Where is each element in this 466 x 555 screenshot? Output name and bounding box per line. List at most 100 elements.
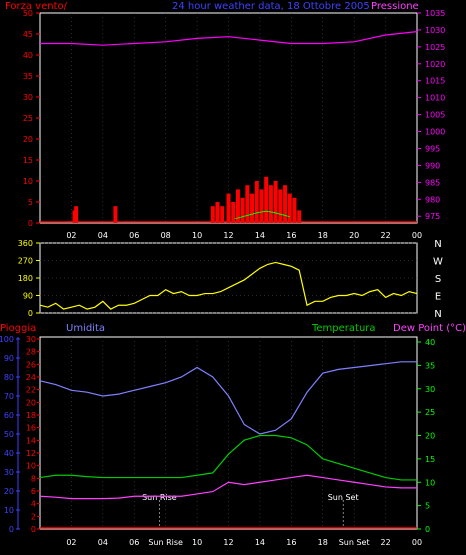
temp-tick-label: 15 xyxy=(425,455,435,464)
temperature-line xyxy=(39,434,417,481)
wind-bar xyxy=(283,185,288,223)
temp-tick-label: 20 xyxy=(425,432,435,441)
rain-tick-label: 18 xyxy=(26,411,36,420)
wind-bar xyxy=(292,197,297,223)
pressure-tick-label: 990 xyxy=(425,161,440,170)
pressure-tick-label: 1015 xyxy=(425,77,445,86)
wind-tick-label: 30 xyxy=(23,93,33,102)
pressure-tick-label: 1005 xyxy=(425,111,445,120)
wind-bar xyxy=(226,193,231,223)
dewpoint-line xyxy=(39,474,417,500)
wind-bar xyxy=(210,206,215,223)
temp-tick-label: 35 xyxy=(425,361,435,370)
rain-tick-label: 24 xyxy=(26,373,36,382)
compass-label: N xyxy=(434,239,441,250)
temp-tick-label: 25 xyxy=(425,408,435,417)
wind-tick-label: 0 xyxy=(28,219,33,228)
sun-annotation: Sun Rise xyxy=(142,493,177,502)
rain-tick-label: 12 xyxy=(26,449,36,458)
panel3-x-tick-label: 12 xyxy=(223,538,233,547)
pressure-tick-label: 1025 xyxy=(425,43,445,52)
panel3-x-tick-label: 02 xyxy=(66,538,76,547)
humidity-tick-label: 50 xyxy=(4,430,14,439)
temp-tick-label: 0 xyxy=(425,525,430,534)
humidity-tick-label: 60 xyxy=(4,411,14,420)
rain-tick-label: 22 xyxy=(26,386,36,395)
rain-tick-label: 28 xyxy=(26,348,36,357)
panel3-x-tick-label: 10 xyxy=(192,538,202,547)
rain-tick-label: 2 xyxy=(31,512,36,521)
panel1-x-tick-label: 16 xyxy=(286,231,296,240)
wind-bar xyxy=(215,202,220,223)
panel3-x-tick-label: Sun Rise xyxy=(148,538,183,547)
humidity-line xyxy=(39,361,417,435)
wind-bar xyxy=(113,206,118,223)
panel1-x-tick-label: 00 xyxy=(412,231,422,240)
pressure-tick-label: 995 xyxy=(425,144,440,153)
wind-tick-label: 10 xyxy=(23,177,33,186)
panel1-x-tick-label: 04 xyxy=(98,231,108,240)
compass-label: W xyxy=(433,257,443,268)
humidity-tick-label: 30 xyxy=(4,468,14,477)
dewpoint-axis-title: Dew Point (°C) xyxy=(393,323,466,334)
humidity-tick-label: 80 xyxy=(4,373,14,382)
pressure-tick-label: 985 xyxy=(425,178,440,187)
temp-tick-label: 30 xyxy=(425,385,435,394)
wind-tick-label: 5 xyxy=(28,198,33,207)
pressure-tick-label: 1020 xyxy=(425,60,445,69)
direction-tick-label: 270 xyxy=(18,257,33,266)
panel3-x-tick-label: 22 xyxy=(380,538,390,547)
panel1-x-tick-label: 02 xyxy=(66,231,76,240)
rain-tick-label: 0 xyxy=(31,525,36,534)
humidity-axis-title: Umidita xyxy=(66,323,105,334)
panel3-x-tick-label: 14 xyxy=(255,538,265,547)
compass-label: N xyxy=(434,309,441,320)
humidity-tick-label: 10 xyxy=(4,506,14,515)
wind-bar xyxy=(264,176,269,223)
rain-tick-label: 30 xyxy=(26,335,36,344)
wind-bar xyxy=(268,185,273,223)
direction-tick-label: 180 xyxy=(18,274,33,283)
rain-tick-label: 8 xyxy=(31,474,36,483)
temp-tick-label: 5 xyxy=(425,502,430,511)
panel1-x-tick-label: 22 xyxy=(380,231,390,240)
panel1-x-tick-label: 18 xyxy=(318,231,328,240)
humidity-tick-label: 70 xyxy=(4,392,14,401)
wind-bar xyxy=(278,189,283,223)
panel1-x-tick-label: 08 xyxy=(161,231,171,240)
wind-bar xyxy=(254,181,259,223)
wind-tick-label: 35 xyxy=(23,72,33,81)
wind-tick-label: 40 xyxy=(23,51,33,60)
humidity-tick-label: 20 xyxy=(4,487,14,496)
panel3-x-tick-label: Sun Set xyxy=(339,538,370,547)
compass-label: S xyxy=(435,274,441,285)
pressure-line xyxy=(40,31,418,46)
panel3-x-tick-label: 04 xyxy=(98,538,108,547)
panel3-x-tick-label: 16 xyxy=(286,538,296,547)
wind-bar xyxy=(245,185,250,223)
panel1-x-tick-label: 06 xyxy=(129,231,139,240)
direction-line xyxy=(39,261,418,310)
wind-tick-label: 15 xyxy=(23,156,33,165)
humidity-tick-label: 100 xyxy=(0,335,14,344)
rain-tick-label: 16 xyxy=(26,424,36,433)
panel1-x-tick-label: 12 xyxy=(223,231,233,240)
rain-tick-label: 4 xyxy=(31,500,36,509)
panel3-x-tick-label: 00 xyxy=(412,538,422,547)
temp-tick-label: 10 xyxy=(425,478,435,487)
pressure-axis-title: Pressione xyxy=(371,1,419,12)
wind-average-line xyxy=(234,210,290,220)
wind-bar xyxy=(297,210,302,223)
wind-axis-title: Forza vento/ xyxy=(5,1,68,12)
direction-tick-label: 360 xyxy=(18,239,33,248)
pressure-tick-label: 975 xyxy=(425,212,440,221)
rain-tick-label: 14 xyxy=(26,436,36,445)
panel3-x-tick-label: 18 xyxy=(318,538,328,547)
panel1-x-tick-label: 20 xyxy=(349,231,359,240)
panel3-x-tick-label: 06 xyxy=(129,538,139,547)
humidity-tick-label: 40 xyxy=(4,449,14,458)
pressure-tick-label: 1010 xyxy=(425,94,445,103)
compass-label: E xyxy=(435,292,441,303)
